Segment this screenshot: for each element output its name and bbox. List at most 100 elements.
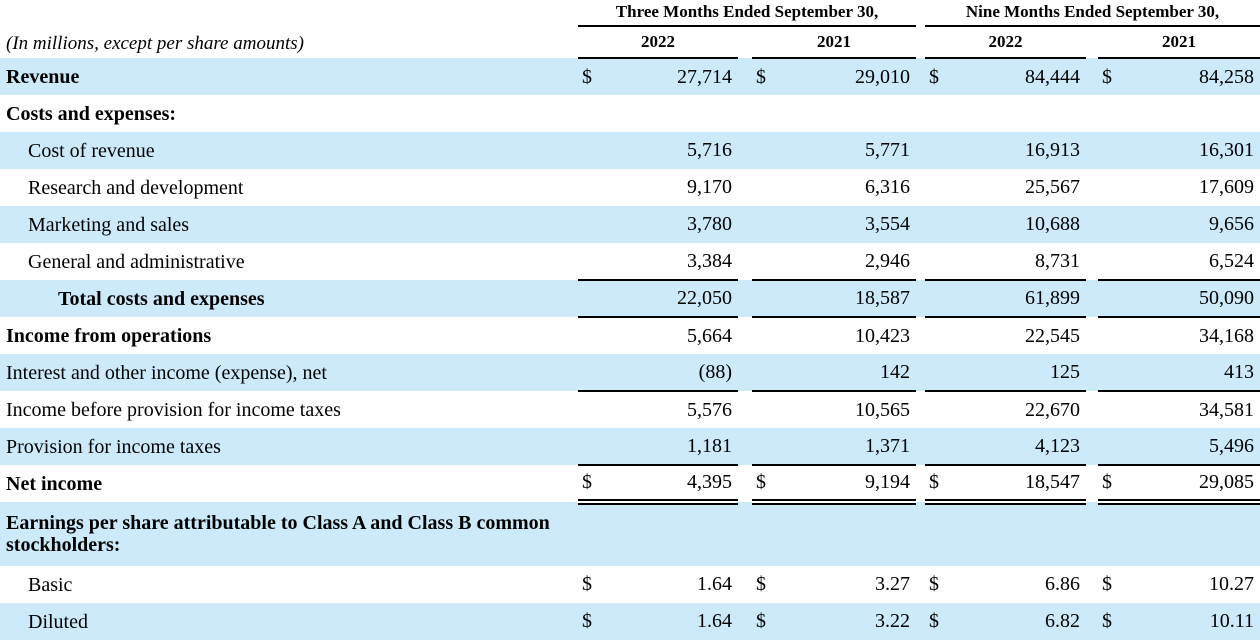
table-body: Revenue $27,714 $29,010 $84,444 $84,258 Costs…: [0, 58, 1260, 640]
dollar-sign-cell: [752, 354, 784, 392]
dollar-sign-cell: [925, 428, 957, 466]
value-cell: 1.64: [697, 573, 732, 595]
table-row-research-and-development: Research and development 9,170 6,316 25,567…: [0, 169, 1260, 206]
table-row-provision-for-income-taxes: Provision for income taxes 1,181 1,371 4,12…: [0, 428, 1260, 466]
dollar-sign-cell: [1098, 95, 1130, 132]
period-group-header-row: Three Months Ended September 30, Nine Mo…: [0, 0, 1260, 27]
table-row-total-costs-and-expenses: Total costs and expenses 22,050 18,587 61,8…: [0, 280, 1260, 318]
row-label: Income from operations: [6, 324, 212, 347]
dollar-sign-cell: $: [929, 610, 939, 632]
year-column-header: 2021: [1098, 26, 1260, 59]
units-caption: (In millions, except per share amounts): [6, 33, 304, 54]
value-cell: 18,547: [957, 465, 1086, 505]
column-gap: [1086, 58, 1098, 95]
dollar-sign-cell: [578, 206, 610, 243]
table-row-eps-diluted: Diluted $1.64 $3.22 $6.82 $10.11: [0, 603, 1260, 640]
row-label: Marketing and sales: [28, 213, 190, 236]
row-label: Revenue: [6, 65, 80, 88]
column-gap: [916, 0, 925, 26]
dollar-sign-cell: [578, 95, 610, 132]
column-gap: [916, 428, 925, 465]
column-gap: [738, 428, 752, 465]
table-row-eps-basic: Basic $1.64 $3.27 $6.86 $10.27: [0, 566, 1260, 603]
column-gap: [1086, 502, 1098, 566]
column-gap: [916, 169, 925, 206]
dollar-sign-cell: [752, 280, 784, 318]
column-gap: [916, 566, 925, 603]
dollar-sign-cell: [925, 502, 957, 566]
value-cell: 22,670: [1025, 398, 1080, 421]
row-label: Costs and expenses:: [6, 102, 177, 125]
value-cell: 125: [957, 354, 1086, 392]
row-label: Interest and other income (expense), net: [6, 361, 327, 384]
row-label: Net income: [6, 472, 103, 495]
dollar-sign-cell: $: [582, 610, 592, 632]
dollar-sign-cell: $: [929, 65, 939, 88]
dollar-sign-cell: [752, 317, 784, 354]
column-gap: [738, 465, 752, 502]
column-gap: [738, 132, 752, 169]
column-gap: [1086, 280, 1098, 317]
column-gap: [738, 354, 752, 391]
column-gap: [1086, 391, 1098, 428]
year-column-header: 2021: [752, 26, 916, 59]
value-cell: 5,664: [687, 324, 732, 347]
value-cell: 18,587: [784, 280, 916, 318]
dollar-sign-cell: [578, 132, 610, 169]
dollar-sign-cell: [1098, 280, 1130, 318]
table-row-income-before-provision-for-income-taxes: Income before provision for income taxes…: [0, 391, 1260, 428]
table-row-revenue: Revenue $27,714 $29,010 $84,444 $84,258: [0, 58, 1260, 95]
value-cell: 3,384: [610, 243, 738, 281]
column-gap: [738, 95, 752, 132]
row-label: Diluted: [28, 610, 88, 633]
value-cell: 22,545: [1025, 324, 1080, 347]
value-cell: 16,301: [1199, 139, 1255, 161]
value-cell: 61,899: [957, 280, 1086, 318]
dollar-sign-cell: [1098, 354, 1130, 392]
value-cell: 10,565: [855, 398, 910, 421]
value-cell: [957, 502, 1086, 566]
column-gap: [1086, 95, 1098, 132]
row-label: Earnings per share attributable to Class…: [6, 512, 550, 556]
value-cell: 22,050: [610, 280, 738, 318]
value-cell: 3.22: [875, 610, 910, 632]
dollar-sign-cell: [1098, 206, 1130, 243]
dollar-sign-cell: [925, 132, 957, 169]
value-cell: 5,771: [865, 139, 910, 161]
dollar-sign-cell: [925, 243, 957, 281]
dollar-sign-cell: [578, 502, 610, 566]
table-row-net-income: Net income $4,395 $9,194 $18,547 $29,085: [0, 465, 1260, 505]
value-cell: 4,123: [957, 428, 1086, 466]
dollar-sign-cell: $: [756, 573, 766, 595]
value-cell: 4,395: [610, 465, 738, 505]
column-gap: [916, 502, 925, 566]
row-label: Research and development: [28, 176, 244, 199]
table-row-cost-of-revenue: Cost of revenue 5,716 5,771 16,913 16,301: [0, 132, 1260, 169]
dollar-sign-cell: [925, 280, 957, 318]
column-gap: [916, 58, 925, 95]
dollar-sign-cell: [925, 354, 957, 392]
table-row-income-from-operations: Income from operations 5,664 10,423 22,545 3…: [0, 317, 1260, 354]
dollar-sign-cell: $: [582, 65, 592, 88]
value-cell: 84,258: [1199, 65, 1255, 88]
value-cell: [784, 502, 916, 566]
header-spacer: [0, 0, 578, 26]
dollar-sign-cell: [925, 317, 957, 354]
value-cell: 1,181: [610, 428, 738, 466]
dollar-sign-cell: [752, 243, 784, 281]
row-label: Cost of revenue: [28, 139, 155, 162]
dollar-sign-cell: $: [578, 465, 610, 505]
column-gap: [738, 391, 752, 428]
dollar-sign-cell: [578, 354, 610, 392]
dollar-sign-cell: [1098, 428, 1130, 466]
dollar-sign-cell: [1098, 243, 1130, 281]
column-gap: [738, 603, 752, 640]
column-gap: [738, 280, 752, 317]
value-cell: 16,913: [1025, 139, 1080, 161]
column-gap: [1086, 26, 1098, 58]
dollar-sign-cell: [752, 391, 784, 428]
column-gap: [738, 26, 752, 58]
dollar-sign-cell: [1098, 317, 1130, 354]
table-row-interest-and-other-income-expense-net: Interest and other income (expense), net…: [0, 354, 1260, 392]
value-cell: 6,524: [1130, 243, 1260, 281]
